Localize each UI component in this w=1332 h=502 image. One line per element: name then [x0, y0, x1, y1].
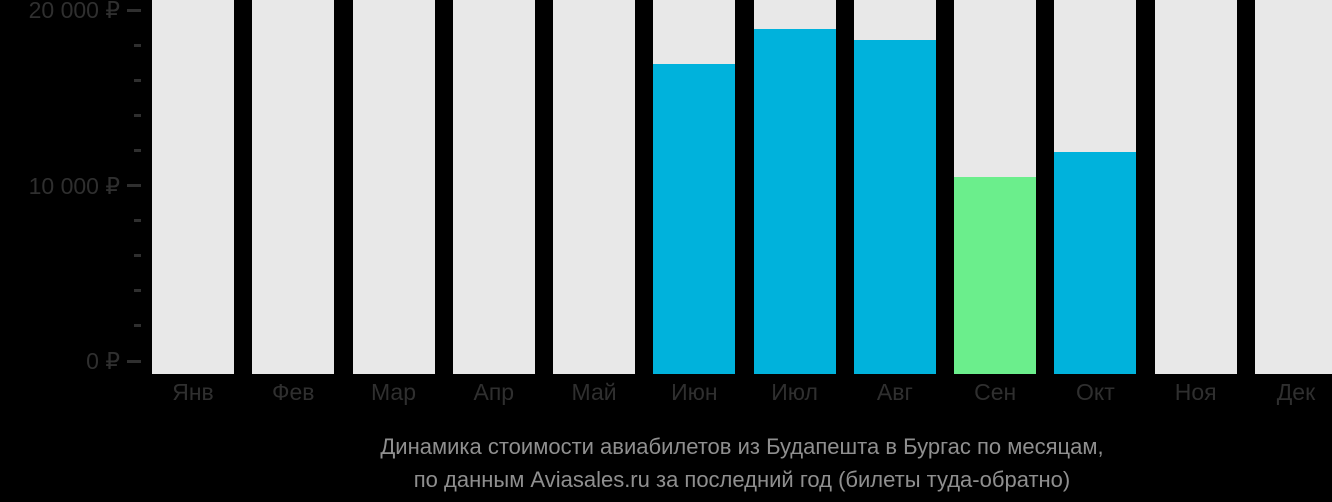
x-axis-month-label: Апр — [473, 379, 515, 405]
x-axis-month-label: Фев — [272, 379, 315, 405]
x-axis-month-label: Июн — [671, 379, 718, 405]
value-bar[interactable] — [1054, 152, 1137, 374]
y-axis-minor-tick — [134, 148, 141, 152]
no-data-bar — [1254, 0, 1332, 374]
y-axis-minor-tick — [134, 113, 141, 117]
value-bar[interactable] — [653, 64, 736, 374]
y-axis-tick-label: 0 ₽ — [86, 348, 120, 374]
no-data-bar — [152, 0, 234, 374]
x-axis-month-label: Окт — [1076, 379, 1115, 405]
y-axis-minor-tick — [134, 324, 141, 328]
y-axis-tick-label: 20 000 ₽ — [28, 0, 120, 23]
chart-caption: Динамика стоимости авиабилетов из Будапе… — [152, 430, 1332, 496]
y-axis-minor-tick — [134, 289, 141, 293]
x-axis-month-label: Июл — [771, 379, 818, 405]
x-axis-month-label: Янв — [172, 379, 214, 405]
x-axis-month-label: Авг — [876, 379, 913, 405]
value-bar[interactable] — [954, 176, 1037, 374]
no-data-bar — [252, 0, 335, 374]
no-data-bar — [553, 0, 636, 374]
value-bar[interactable] — [753, 29, 836, 374]
x-axis-month-label: Дек — [1276, 379, 1316, 405]
y-axis-minor-tick — [134, 78, 141, 82]
chart-subtitle: по данным Aviasales.ru за последний год … — [413, 467, 1071, 492]
no-data-bar — [452, 0, 535, 374]
x-axis-month-label: Ноя — [1174, 379, 1217, 405]
x-axis-month-label: Май — [571, 379, 617, 405]
no-data-bar — [352, 0, 435, 374]
x-axis-month-label: Сен — [974, 379, 1017, 405]
y-axis-minor-tick — [134, 219, 141, 223]
y-axis-major-tick — [127, 184, 141, 187]
no-data-bar — [1154, 0, 1237, 374]
y-axis-tick-label: 10 000 ₽ — [28, 172, 120, 199]
y-axis-minor-tick — [134, 43, 141, 47]
chart-title: Динамика стоимости авиабилетов из Будапе… — [380, 434, 1104, 459]
value-bar[interactable] — [853, 39, 936, 374]
y-axis-major-tick — [127, 359, 141, 363]
x-axis-month-label: Мар — [371, 379, 417, 405]
y-axis-minor-tick — [134, 254, 141, 258]
y-axis-major-tick — [127, 8, 141, 12]
